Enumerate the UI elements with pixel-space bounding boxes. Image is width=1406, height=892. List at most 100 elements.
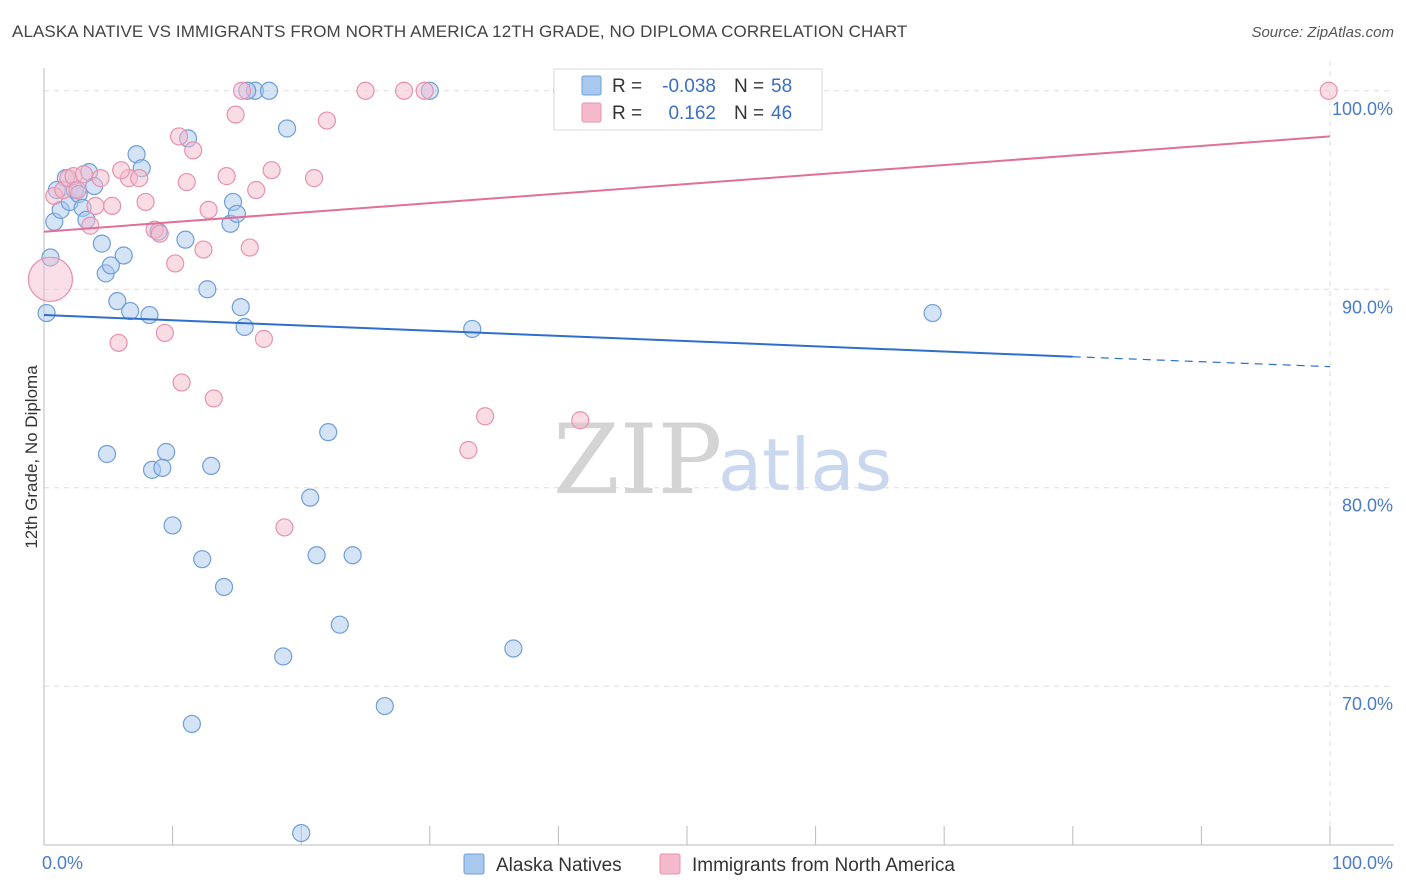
trend-line-alaska-natives — [43, 314, 1073, 358]
y-tick-label-3: 70.0% — [1342, 694, 1393, 714]
immigrant-point-33 — [317, 111, 337, 130]
bottom-legend-label-immigrants: Immigrants from North America — [692, 855, 955, 876]
y-tick-labels: 100.0% 90.0% 80.0% 70.0% — [1332, 99, 1393, 714]
alaska-native-point-54 — [182, 714, 201, 734]
alaska-native-point-16 — [114, 246, 133, 265]
alaska-native-point-55 — [193, 550, 212, 569]
alaska-native-point-23 — [163, 516, 182, 535]
alaska-native-point-36 — [274, 647, 293, 666]
x-tick-labels: 0.0% 100.0% — [42, 853, 1393, 873]
immigrant-point-0 — [27, 256, 74, 302]
immigrant-point-25 — [217, 167, 236, 186]
alaska-native-point-41 — [319, 423, 338, 442]
alaska-native-point-33 — [235, 317, 254, 337]
alaska-native-point-31 — [227, 204, 246, 223]
alaska-native-point-38 — [292, 823, 311, 843]
axes — [43, 68, 1394, 846]
immigrant-point-7 — [81, 216, 100, 235]
legend-r-label-2: R = — [612, 103, 642, 124]
legend-n-value-1: 58 — [771, 76, 792, 97]
source-label: Source: ZipAtlas.com — [1251, 24, 1394, 41]
bottom-legend-swatch-pink — [659, 853, 681, 875]
immigrant-point-36 — [415, 81, 434, 100]
immigrant-point-26 — [226, 105, 245, 124]
alaska-native-point-37 — [277, 119, 297, 138]
immigrant-point-24 — [204, 389, 223, 408]
immigrant-point-29 — [254, 329, 274, 348]
immigrant-point-38 — [475, 407, 495, 426]
immigrant-point-45 — [112, 161, 131, 180]
alaska-native-point-53 — [153, 458, 172, 477]
alaska-native-point-42 — [330, 615, 349, 634]
immigrant-point-8 — [86, 196, 105, 215]
immigrant-point-21 — [184, 141, 203, 160]
trend-line-alaska-natives-extension — [1072, 356, 1331, 368]
immigrant-point-39 — [571, 411, 590, 430]
immigrant-point-35 — [394, 81, 414, 100]
x-tick-label-1: 100.0% — [1332, 853, 1393, 873]
immigrant-point-17 — [155, 323, 174, 343]
watermark: ZIP atlas — [553, 404, 892, 516]
alaska-native-point-26 — [198, 280, 217, 299]
alaska-native-point-47 — [504, 639, 523, 658]
immigrant-point-6 — [74, 165, 93, 184]
alaska-native-point-35 — [259, 81, 279, 100]
chart-title: ALASKA NATIVE VS IMMIGRANTS FROM NORTH A… — [12, 22, 908, 41]
immigrant-point-34 — [356, 81, 375, 100]
immigrant-point-10 — [103, 196, 122, 215]
watermark-atlas: atlas — [718, 423, 892, 507]
immigrant-point-27 — [232, 81, 252, 100]
y-tick-label-1: 90.0% — [1342, 297, 1393, 317]
immigrant-point-19 — [172, 373, 191, 392]
alaska-native-point-39 — [301, 488, 320, 507]
alaska-native-point-43 — [343, 546, 362, 565]
immigrant-point-30 — [262, 161, 281, 180]
immigrant-point-32 — [304, 169, 324, 188]
alaska-native-point-46 — [463, 319, 482, 339]
alaska-native-point-28 — [214, 577, 234, 597]
trend-line-immigrants — [43, 135, 1331, 233]
alaska-native-point-24 — [176, 230, 195, 249]
alaska-native-point-14 — [101, 256, 120, 275]
y-axis-title: 12th Grade, No Diploma — [22, 365, 41, 549]
immigrant-point-11 — [109, 333, 128, 352]
trend-lines — [43, 135, 1331, 368]
y-tick-label-0: 100.0% — [1332, 99, 1393, 119]
series-immigrants-north-america — [27, 81, 1338, 537]
legend-swatch-blue — [581, 75, 602, 96]
alaska-native-point-15 — [108, 292, 127, 311]
legend-r-label-1: R = — [612, 76, 642, 97]
immigrant-point-13 — [130, 169, 149, 188]
immigrant-point-42 — [1319, 81, 1338, 100]
immigrant-point-44 — [169, 127, 189, 146]
legend-r-value-2: 0.162 — [668, 103, 716, 124]
alaska-native-point-51 — [97, 444, 117, 464]
immigrant-point-20 — [177, 172, 196, 192]
alaska-native-point-20 — [140, 305, 159, 325]
x-tick-label-0: 0.0% — [42, 853, 83, 873]
immigrant-point-5 — [68, 180, 87, 200]
series-legend: Alaska Natives Immigrants from North Ame… — [463, 853, 955, 876]
immigrant-point-9 — [91, 169, 110, 188]
alaska-native-point-40 — [307, 546, 326, 565]
alaska-native-point-44 — [375, 696, 394, 716]
alaska-native-point-50 — [923, 303, 942, 323]
legend-n-label-2: N = — [734, 103, 764, 124]
immigrant-point-18 — [166, 254, 185, 273]
legend-swatch-pink — [581, 102, 602, 123]
legend-n-value-2: 46 — [771, 103, 792, 124]
alaska-native-point-32 — [231, 298, 250, 317]
alaska-native-point-17 — [121, 301, 140, 321]
stats-legend: R = -0.038 N = 58 R = 0.162 N = 46 — [553, 68, 823, 131]
alaska-native-point-27 — [202, 456, 221, 476]
immigrant-point-31 — [275, 518, 294, 537]
immigrant-point-37 — [459, 440, 478, 460]
legend-n-label-1: N = — [734, 76, 764, 97]
immigrant-point-28 — [247, 180, 266, 200]
alaska-native-point-12 — [92, 234, 111, 253]
alaska-native-point-0 — [37, 303, 56, 323]
bottom-legend-swatch-blue — [463, 853, 485, 875]
immigrant-point-22 — [194, 240, 213, 259]
immigrant-point-43 — [240, 238, 259, 257]
